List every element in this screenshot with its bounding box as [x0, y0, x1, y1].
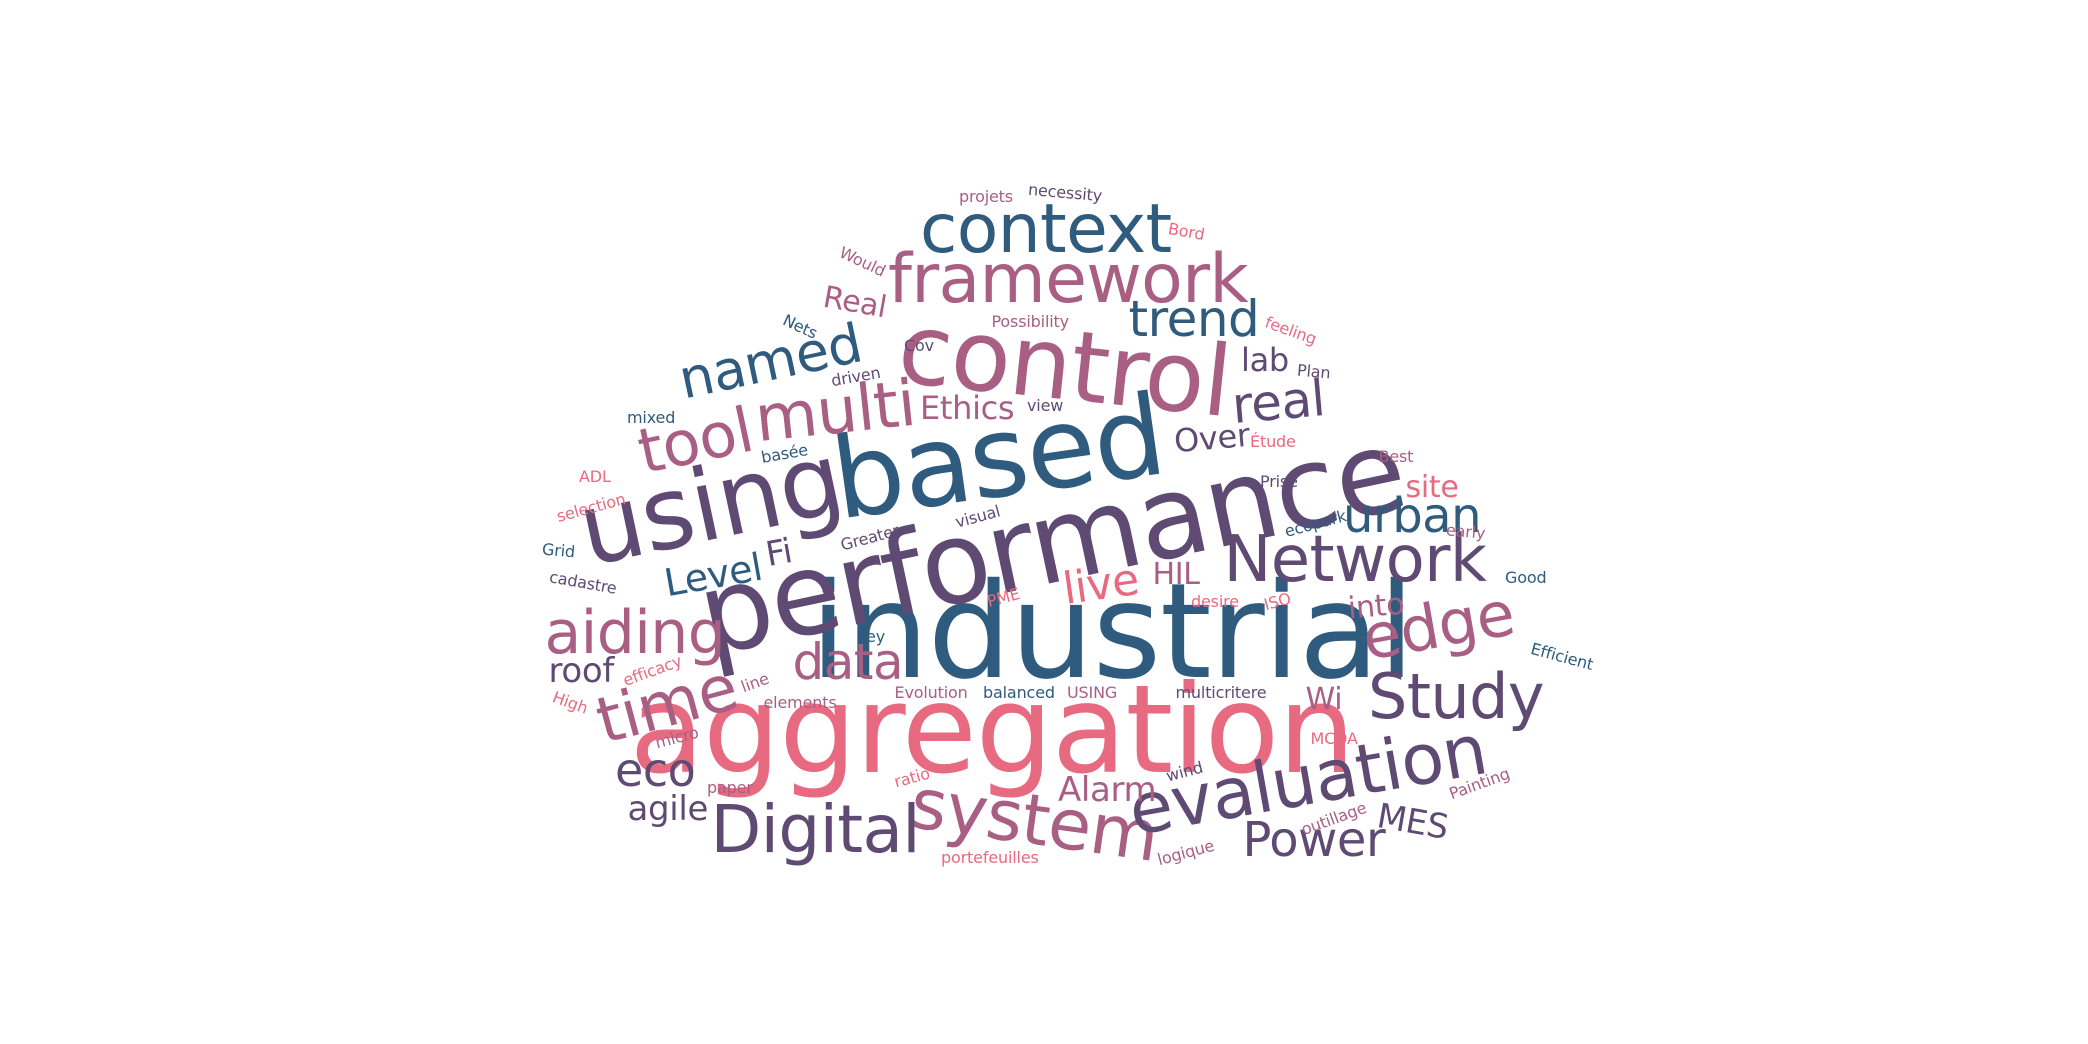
word-over: Over [1172, 415, 1252, 461]
word-hil: HIL [1152, 557, 1201, 592]
word-desire: desire [1191, 592, 1239, 611]
word-context: context [920, 190, 1172, 269]
word-industrial: industrial [810, 555, 1415, 709]
word-power: Power [1242, 812, 1386, 868]
word-study: Study [1368, 660, 1545, 733]
word-data: data [792, 633, 904, 691]
word-alarm: Alarm [1058, 770, 1157, 810]
word-trend: trend [1128, 290, 1260, 348]
word-framework: framework [888, 240, 1249, 319]
word-site: site [1405, 470, 1459, 505]
word-adl: ADL [579, 467, 611, 486]
word-roof: roof [548, 651, 615, 691]
word-cov: Cov [904, 336, 934, 355]
word-live: live [1059, 553, 1142, 616]
word-view: view [1027, 396, 1064, 415]
word-mcda: MCDA [1310, 729, 1358, 748]
word-plan: Plan [1295, 360, 1331, 383]
word-projets: projets [959, 187, 1013, 206]
word-grid: Grid [540, 539, 576, 562]
word-evolution: Evolution [894, 683, 968, 702]
word-good: Good [1505, 568, 1547, 587]
word-high: High [550, 687, 591, 718]
word-multicritere: multicritere [1175, 683, 1267, 702]
word-mixed: mixed [627, 408, 676, 427]
word-aggregation: aggregation [629, 659, 1356, 801]
word-network: Network [1223, 523, 1487, 597]
word-elements: elements [763, 693, 837, 712]
word-prise: Prise [1260, 472, 1298, 491]
word-mes: MES [1373, 796, 1451, 848]
word-digital: Digital [710, 791, 921, 868]
word-ethics: Ethics [920, 389, 1015, 427]
word-key: Key [856, 627, 886, 646]
word-best: Best [1378, 447, 1414, 466]
word-using: USING [1067, 683, 1118, 702]
word-agile: agile [627, 789, 709, 829]
word-paper: paper [707, 778, 753, 797]
word-possibility: Possibility [991, 312, 1070, 331]
word-urban: urban [1343, 488, 1482, 544]
word-would: Would [835, 242, 889, 281]
word-early: early [1444, 520, 1486, 543]
word-étude: Étude [1250, 432, 1296, 451]
word-balanced: balanced [983, 683, 1055, 702]
word-eco: eco [615, 743, 696, 797]
word-into: into [1346, 586, 1406, 627]
word-aiding: aiding [544, 598, 726, 668]
word-portefeuilles: portefeuilles [941, 848, 1039, 867]
word-wi: Wi [1305, 682, 1343, 717]
word-lab: lab [1241, 341, 1289, 379]
